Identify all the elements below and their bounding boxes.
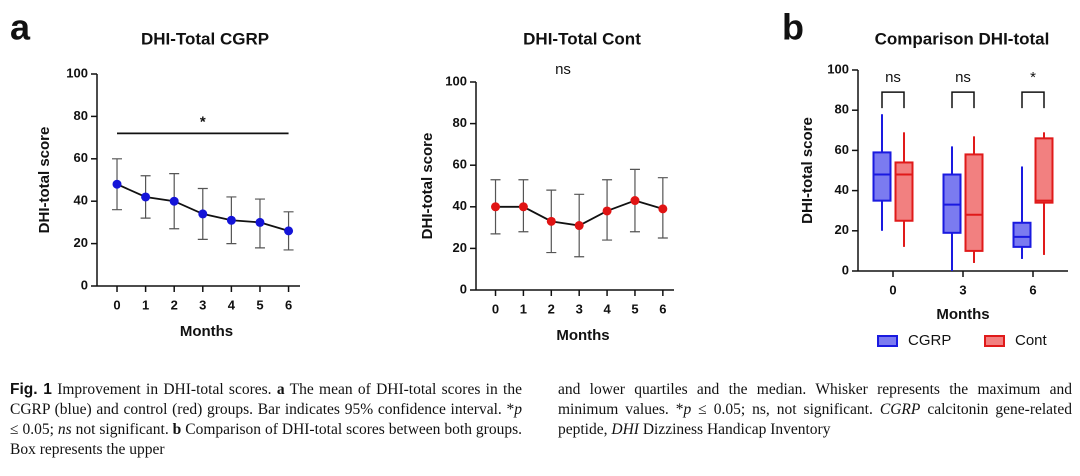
caption-run: ns xyxy=(57,421,72,438)
data-point xyxy=(602,206,612,216)
x-tick-label: 4 xyxy=(603,301,611,316)
x-tick-label: 1 xyxy=(142,297,149,312)
caption-run: ≤ 0.05; ns, not significant. xyxy=(691,401,880,418)
legend-label: CGRP xyxy=(908,332,951,349)
caption-run: not significant. xyxy=(71,421,173,438)
significance-bracket xyxy=(881,91,905,109)
annotation: ns xyxy=(955,69,971,86)
caption-run: calcitonin gene-related peptide, xyxy=(558,401,1072,438)
x-tick-label: 0 xyxy=(113,297,120,312)
y-tick-label: 100 xyxy=(66,65,88,80)
data-point xyxy=(169,196,179,206)
x-axis-label: Months xyxy=(936,306,989,323)
y-axis-label: DHI-total score xyxy=(799,117,816,224)
annotation: ns xyxy=(885,69,901,86)
y-tick-label: 80 xyxy=(453,115,467,130)
caption-run: Improvement in DHI-total scores. xyxy=(51,381,277,398)
data-point xyxy=(658,204,668,214)
data-point xyxy=(630,196,640,206)
caption-left: Fig. 1 Improvement in DHI-total scores. … xyxy=(10,380,522,460)
x-tick-label: 2 xyxy=(171,297,178,312)
box xyxy=(894,161,914,222)
caption-run: p xyxy=(514,401,522,418)
caption-run: ≤ 0.05; xyxy=(10,421,58,438)
data-point xyxy=(518,202,528,212)
data-point xyxy=(198,209,208,219)
caption-run: Comparison of DHI-total scores between b… xyxy=(10,421,522,458)
data-point xyxy=(491,202,501,212)
x-tick-label: 6 xyxy=(1029,282,1036,297)
x-tick-label: 0 xyxy=(889,282,896,297)
data-point xyxy=(574,221,584,231)
annotation: ns xyxy=(555,61,571,78)
caption-run: p xyxy=(683,401,692,418)
y-tick-label: 20 xyxy=(453,240,467,255)
x-tick-label: 3 xyxy=(959,282,966,297)
y-axis-label: DHI-total score xyxy=(419,133,436,240)
box xyxy=(872,151,892,202)
data-point xyxy=(546,216,556,226)
y-tick-label: 80 xyxy=(835,102,849,117)
y-tick-label: 20 xyxy=(835,222,849,237)
chart-title: DHI-Total CGRP xyxy=(141,29,269,48)
y-tick-label: 60 xyxy=(453,157,467,172)
caption-run: a xyxy=(276,381,285,398)
annotation: * xyxy=(1030,69,1036,86)
x-tick-label: 2 xyxy=(548,301,555,316)
x-tick-label: 3 xyxy=(199,297,206,312)
caption-run: CGRP xyxy=(879,401,921,418)
chart-title: Comparison DHI-total xyxy=(875,29,1050,48)
legend-swatch xyxy=(984,335,1005,347)
data-point xyxy=(284,226,294,236)
y-tick-label: 60 xyxy=(835,142,849,157)
x-tick-label: 1 xyxy=(520,301,527,316)
data-point xyxy=(255,217,265,227)
y-tick-label: 0 xyxy=(81,277,88,292)
data-point xyxy=(226,215,236,225)
y-axis-label: DHI-total score xyxy=(36,127,53,234)
caption-run: Dizziness Handicap Inventory xyxy=(638,421,831,438)
x-axis-label: Months xyxy=(556,327,609,344)
y-tick-label: 40 xyxy=(835,182,849,197)
y-tick-label: 0 xyxy=(842,262,849,277)
x-tick-label: 0 xyxy=(492,301,499,316)
y-tick-label: 80 xyxy=(74,108,88,123)
annotation: * xyxy=(200,113,206,130)
significance-bracket xyxy=(1021,91,1045,109)
x-tick-label: 3 xyxy=(576,301,583,316)
caption-run: DHI xyxy=(611,421,639,438)
data-point xyxy=(112,179,122,189)
x-tick-label: 5 xyxy=(256,297,263,312)
caption-run: b xyxy=(172,421,182,438)
x-axis-label: Months xyxy=(180,323,233,340)
y-tick-label: 100 xyxy=(827,61,849,76)
x-tick-label: 6 xyxy=(285,297,292,312)
data-point xyxy=(141,192,151,202)
box xyxy=(1012,221,1032,248)
y-tick-label: 60 xyxy=(74,150,88,165)
x-tick-label: 4 xyxy=(228,297,236,312)
caption-run: The mean of DHI-total scores in the CGRP… xyxy=(10,381,522,418)
y-tick-label: 40 xyxy=(453,198,467,213)
significance-bracket xyxy=(951,91,975,109)
caption-run: Fig. 1 xyxy=(10,381,52,398)
box xyxy=(942,173,962,234)
panel-label: b xyxy=(782,7,804,48)
chart-title: DHI-Total Cont xyxy=(523,29,641,48)
y-tick-label: 40 xyxy=(74,193,88,208)
y-tick-label: 100 xyxy=(445,73,467,88)
box xyxy=(1034,137,1054,204)
x-tick-label: 6 xyxy=(659,301,666,316)
y-tick-label: 20 xyxy=(74,235,88,250)
panel-label: a xyxy=(10,7,31,48)
y-tick-label: 0 xyxy=(460,281,467,296)
x-tick-label: 5 xyxy=(631,301,638,316)
caption-right: and lower quartiles and the median. Whis… xyxy=(558,380,1072,440)
legend-label: Cont xyxy=(1015,332,1048,349)
legend-swatch xyxy=(877,335,898,347)
box xyxy=(964,153,984,252)
caption-run: and lower quartiles and the median. Whis… xyxy=(558,381,1072,418)
